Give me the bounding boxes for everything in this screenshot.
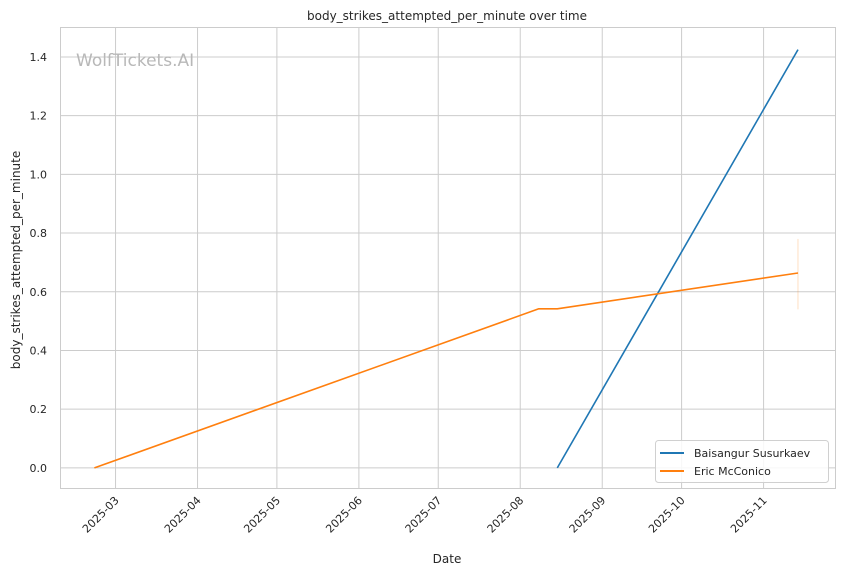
y-tick-label: 0.6 bbox=[30, 286, 48, 299]
x-tick-label: 2025-09 bbox=[567, 494, 609, 536]
y-tick-labels: 0.0 0.2 0.4 0.6 0.8 1.0 1.2 1.4 bbox=[30, 51, 48, 475]
x-tick-label: 2025-07 bbox=[403, 494, 445, 536]
y-tick-label: 1.0 bbox=[30, 168, 48, 181]
y-tick-label: 0.4 bbox=[30, 344, 48, 357]
x-tick-label: 2025-08 bbox=[485, 494, 527, 536]
x-tick-label: 2025-11 bbox=[728, 494, 770, 536]
legend-label-baisangur: Baisangur Susurkaev bbox=[694, 447, 811, 460]
y-tick-label: 1.4 bbox=[30, 51, 48, 64]
x-tick-label: 2025-04 bbox=[162, 494, 204, 536]
grid bbox=[60, 27, 835, 489]
y-tick-label: 0.0 bbox=[30, 462, 48, 475]
x-axis-label: Date bbox=[433, 552, 462, 566]
x-tick-label: 2025-06 bbox=[323, 494, 365, 536]
watermark: WolfTickets.AI bbox=[76, 51, 194, 71]
x-tick-labels: 2025-03 2025-04 2025-05 2025-06 2025-07 2025-… bbox=[80, 494, 770, 536]
series-line-eric-mcconico bbox=[94, 273, 798, 468]
series-line-baisangur-susurkaev bbox=[557, 50, 798, 468]
x-tick-label: 2025-10 bbox=[646, 494, 688, 536]
y-tick-label: 0.8 bbox=[30, 227, 48, 240]
y-tick-label: 1.2 bbox=[30, 110, 48, 123]
chart-title: body_strikes_attempted_per_minute over t… bbox=[307, 9, 587, 23]
y-tick-label: 0.2 bbox=[30, 403, 48, 416]
x-tick-label: 2025-05 bbox=[241, 494, 283, 536]
series-lines bbox=[94, 50, 798, 468]
legend-label-eric: Eric McConico bbox=[694, 465, 771, 478]
plot-frame bbox=[61, 28, 836, 489]
y-axis-label: body_strikes_attempted_per_minute bbox=[9, 151, 23, 369]
x-tick-label: 2025-03 bbox=[80, 494, 122, 536]
legend: Baisangur Susurkaev Eric McConico bbox=[656, 441, 829, 483]
